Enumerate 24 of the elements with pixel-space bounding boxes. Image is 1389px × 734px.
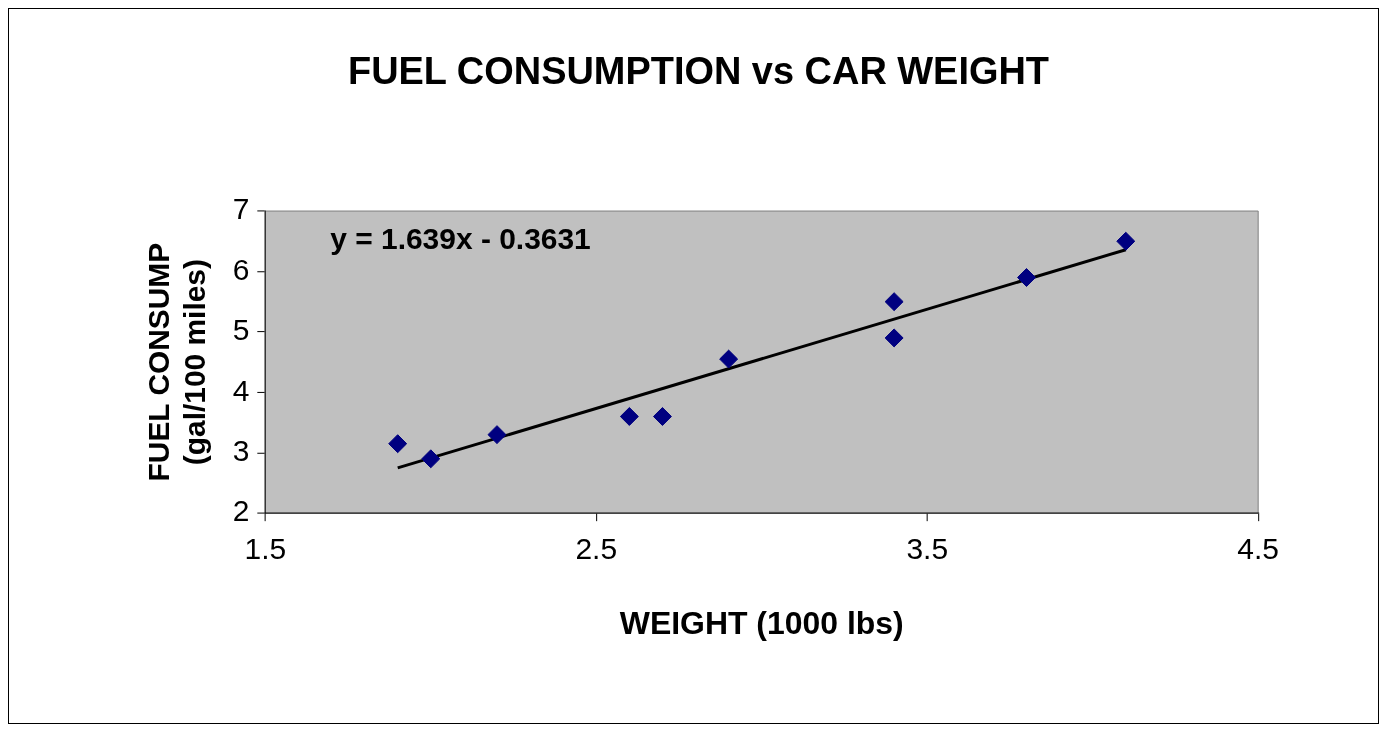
point: [388, 434, 408, 454]
point: [487, 425, 507, 445]
x-axis-title: WEIGHT (1000 lbs): [619, 604, 904, 641]
y-tick-label: 2: [232, 494, 250, 528]
y-tick-label: 6: [232, 252, 250, 286]
x-tick-label: 2.5: [575, 532, 618, 566]
y-tick-label: 3: [232, 434, 250, 467]
point: [1017, 268, 1036, 287]
x-tick-label: 1.5: [244, 532, 287, 566]
point: [719, 349, 739, 369]
point: [1116, 231, 1136, 251]
point: [421, 449, 441, 469]
x-tick-label: 4.5: [1237, 532, 1279, 566]
y-axis-title: FUEL CONSUMP (gal/100 miles): [142, 242, 211, 482]
point: [884, 328, 904, 348]
chart-title: FUEL CONSUMPTION vs CAR WEIGHT: [347, 50, 1050, 93]
point: [884, 292, 904, 312]
y-tick-label: 5: [232, 313, 250, 347]
point: [619, 407, 639, 426]
annotation: y = 1.639x - 0.3631: [330, 222, 591, 256]
x-tick-label: 3.5: [906, 532, 949, 566]
y-tick-label: 7: [232, 192, 250, 226]
y-tick-label: 4: [232, 373, 250, 407]
point: [652, 407, 672, 426]
